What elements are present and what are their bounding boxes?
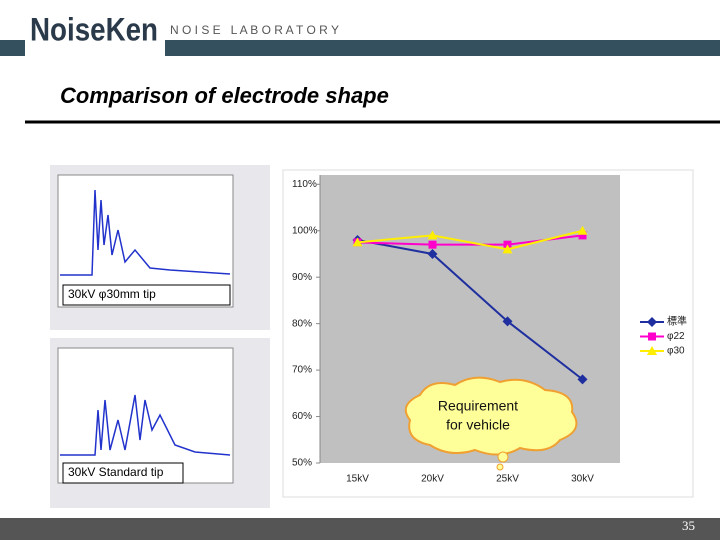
header-bar — [0, 40, 720, 56]
y-tick-label: 50% — [292, 458, 312, 469]
scope-label-box — [62, 462, 184, 484]
point — [502, 316, 513, 327]
callout-text: for vehicle — [446, 417, 510, 433]
scope-image: 30kV Standard tip — [50, 338, 270, 508]
page-number: 35 — [682, 518, 695, 533]
callout-cloud — [404, 376, 578, 456]
scope-wave — [60, 394, 231, 456]
legend-marker — [647, 346, 657, 355]
callout-dot — [497, 451, 509, 463]
point — [578, 231, 587, 240]
point — [577, 374, 588, 385]
logo-box — [25, 8, 165, 56]
legend-label: φ30 — [667, 346, 685, 357]
chart: 50% 60% 70% 80% 90% 100% 110% 15kV 20kV 25kV 30kV 標… — [292, 175, 687, 485]
logo: NoiseKen — [30, 11, 158, 47]
slide-title: Comparison of electrode shape — [60, 83, 389, 108]
y-tick-label: 110% — [292, 179, 317, 190]
x-tick-label: 15kV — [346, 474, 369, 485]
point — [427, 248, 438, 259]
point — [502, 244, 513, 254]
y-tick-label: 100% — [292, 225, 318, 236]
scope-wave — [60, 189, 231, 276]
legend-marker — [647, 317, 657, 327]
scope-label-box — [62, 284, 231, 306]
point — [577, 225, 588, 235]
scope-image: 30kV φ30mm tip — [50, 165, 270, 330]
legend-label: 標準 — [667, 315, 687, 328]
legend-marker — [648, 332, 656, 341]
footer-bar — [0, 518, 720, 540]
point — [428, 240, 437, 249]
series-line — [357, 229, 583, 251]
legend-label: φ22 — [667, 331, 685, 342]
y-tick-label: 90% — [292, 272, 312, 283]
scope-label: 30kV φ30mm tip — [68, 287, 156, 301]
y-tick-label: 70% — [292, 365, 312, 376]
x-tick-label: 20kV — [421, 474, 444, 485]
point — [427, 230, 438, 240]
scope-label: 30kV Standard tip — [68, 465, 164, 479]
callout-dot — [496, 463, 504, 471]
scope-screen — [57, 347, 234, 484]
series-line — [357, 239, 584, 381]
tagline: N O I S E L A B O R A T O R Y — [170, 23, 339, 37]
y-tick-label: 60% — [292, 411, 312, 422]
x-tick-label: 25kV — [496, 474, 519, 485]
y-tick-label: 80% — [292, 318, 312, 329]
callout-text: Requirement — [438, 398, 518, 414]
x-tick-label: 30kV — [571, 474, 594, 485]
point — [352, 237, 363, 247]
